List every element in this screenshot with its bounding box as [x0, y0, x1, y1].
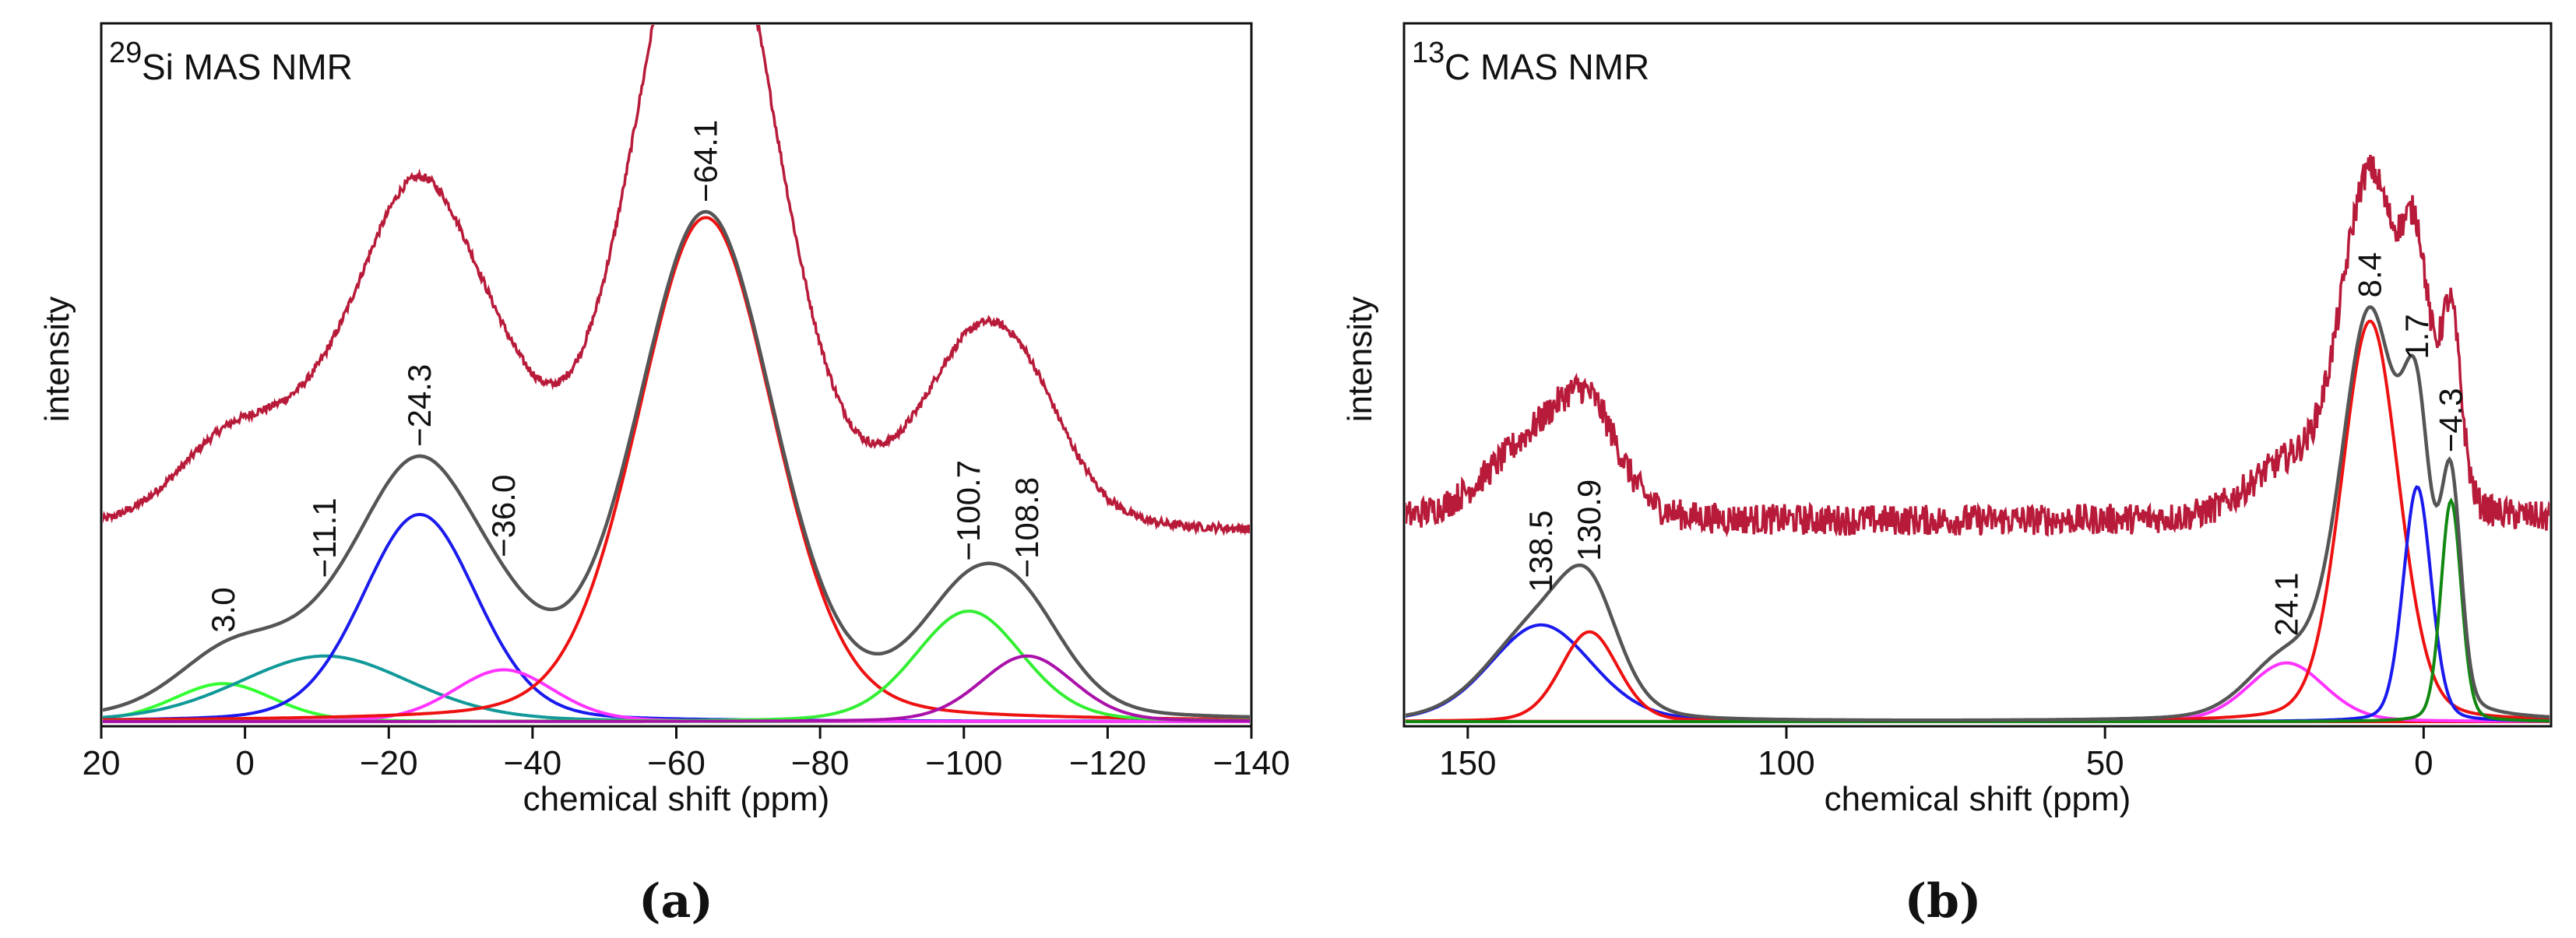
- x-tick-label: 20: [83, 744, 121, 782]
- panel-caption: (b): [1905, 874, 1982, 929]
- peak-label: 130.9: [1571, 480, 1607, 561]
- peak-label: 24.1: [2268, 572, 2304, 636]
- x-tick-label: −100: [925, 744, 1002, 782]
- x-tick-label: −20: [360, 744, 418, 782]
- plot-area: [103, 25, 1250, 723]
- peak-label: 8.4: [2352, 252, 2388, 297]
- x-axis-label: chemical shift (ppm): [523, 780, 830, 818]
- peak-label: 3.0: [205, 587, 241, 632]
- plot-frame: [100, 22, 1253, 728]
- panel-caption: (a): [639, 874, 713, 929]
- x-tick-label: −80: [791, 744, 850, 782]
- y-axis-label: intensity: [1341, 297, 1379, 422]
- x-tick-label: −60: [647, 744, 706, 782]
- panel-a: 29 Si MAS NMR intensity 20 0 −20 −40 −60 −80 −100…: [38, 22, 1290, 929]
- x-tick-label: 0: [2414, 744, 2433, 782]
- x-tick-label: −140: [1212, 744, 1290, 782]
- title-superscript: 29: [109, 37, 142, 69]
- x-axis-label: chemical shift (ppm): [1825, 780, 2131, 818]
- chart-title: C MAS NMR: [1445, 47, 1649, 87]
- component-peak-−36.0: [103, 668, 1250, 723]
- peak-label: 1.7: [2398, 314, 2435, 359]
- fit-envelope: [103, 209, 1250, 719]
- peak-label: −36.0: [485, 475, 522, 557]
- x-tick-label: −40: [504, 744, 562, 782]
- experimental-spectrum: [1406, 154, 2550, 538]
- peak-label: −11.1: [306, 497, 343, 578]
- experimental-spectrum: [103, 25, 1250, 536]
- component-peak-−108.8: [103, 654, 1250, 723]
- x-tick-label: −120: [1069, 744, 1146, 782]
- x-tick-label: 0: [235, 744, 254, 782]
- peak-label: −100.7: [950, 460, 987, 561]
- peak-label: −108.8: [1008, 477, 1045, 578]
- peak-label: 138.5: [1522, 511, 1559, 592]
- chart-title: Si MAS NMR: [142, 47, 353, 87]
- fit-envelope: [1406, 305, 2550, 722]
- peak-label: −64.1: [687, 120, 723, 202]
- peak-label: −4.3: [2433, 388, 2469, 452]
- x-tick-label: 50: [2086, 744, 2124, 782]
- panel-b: 13 C MAS NMR intensity 150 100 50 0 chemical sh…: [1341, 22, 2553, 929]
- peak-label: −24.3: [401, 364, 438, 447]
- y-axis-label: intensity: [38, 297, 76, 422]
- title-superscript: 13: [1412, 37, 1445, 69]
- x-tick-label: 150: [1439, 744, 1496, 782]
- plot-area: [1406, 154, 2550, 723]
- component-peak-−64.1: [103, 216, 1250, 722]
- component-peak-−24.3: [103, 512, 1250, 723]
- component-peak-24.1: [1406, 661, 2550, 723]
- plot-frame: [1402, 22, 2553, 728]
- x-tick-label: 100: [1758, 744, 1814, 782]
